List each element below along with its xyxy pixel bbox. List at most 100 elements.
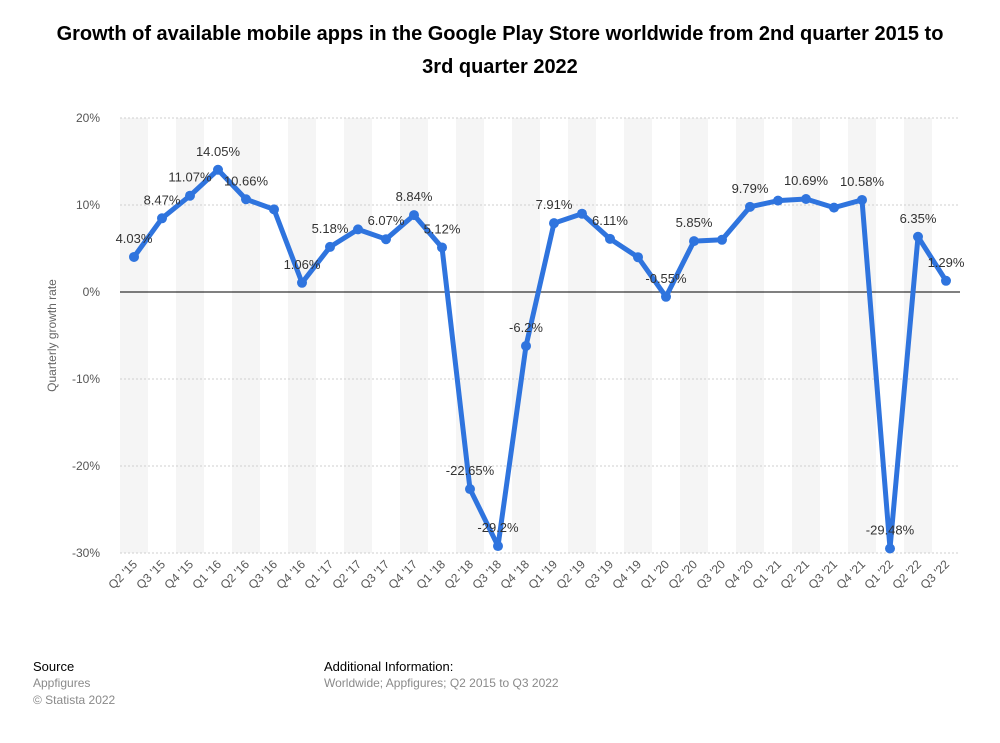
data-label: -22.65%	[446, 463, 495, 478]
data-label: 1.06%	[284, 257, 321, 272]
data-label: 10.69%	[784, 173, 829, 188]
x-tick-label: Q1 '21	[749, 557, 784, 592]
x-tick-label: Q3 '15	[133, 557, 168, 592]
x-tick-label: Q2 '16	[217, 557, 252, 592]
data-point[interactable]	[353, 224, 363, 235]
x-tick-label: Q4 '20	[721, 557, 756, 592]
data-label: 7.91%	[536, 197, 573, 212]
x-tick-label: Q4 '18	[497, 557, 532, 592]
column-band	[624, 118, 652, 553]
column-band	[344, 118, 372, 553]
data-point[interactable]	[577, 208, 587, 219]
data-point[interactable]	[465, 484, 475, 495]
x-tick-label: Q2 '22	[889, 557, 924, 592]
data-label: 6.11%	[592, 213, 628, 228]
x-tick-label: Q3 '20	[693, 557, 728, 592]
data-label: 14.05%	[196, 144, 241, 159]
data-point[interactable]	[885, 543, 895, 554]
x-tick-label: Q4 '17	[385, 557, 420, 592]
data-point[interactable]	[605, 233, 615, 244]
x-tick-label: Q1 '22	[861, 557, 896, 592]
data-point[interactable]	[381, 234, 391, 245]
data-point[interactable]	[689, 236, 699, 247]
data-point[interactable]	[297, 277, 307, 288]
data-label: 10.66%	[224, 173, 269, 188]
data-point[interactable]	[185, 190, 195, 201]
x-tick-label: Q1 '20	[637, 557, 672, 592]
chart-title: Growth of available mobile apps in the G…	[56, 23, 944, 78]
data-point[interactable]	[409, 210, 419, 221]
data-point[interactable]	[801, 193, 811, 204]
data-label: 1.29%	[928, 255, 965, 270]
data-point[interactable]	[857, 194, 867, 205]
column-band	[120, 118, 148, 553]
x-tick-label: Q2 '19	[553, 557, 588, 592]
data-label: 9.79%	[732, 181, 769, 196]
data-label: 8.47%	[144, 192, 181, 207]
data-label: -0.55%	[645, 271, 687, 286]
data-label: 10.58%	[840, 174, 885, 189]
x-tick-label: Q1 '19	[525, 557, 560, 592]
data-point[interactable]	[829, 202, 839, 213]
x-tick-label: Q2 '15	[105, 557, 140, 592]
x-tick-label: Q3 '22	[917, 557, 952, 592]
data-labels: 4.03% 8.47% 11.07% 14.05% 10.66% 1.06% 5.18% 6.…	[116, 144, 965, 538]
data-label: -29.2%	[477, 520, 519, 535]
data-label: 4.03%	[116, 231, 153, 246]
data-point[interactable]	[549, 218, 559, 229]
x-tick-label: Q2 '21	[777, 557, 812, 592]
data-point[interactable]	[717, 234, 727, 245]
data-point[interactable]	[941, 275, 951, 286]
data-point[interactable]	[213, 164, 223, 175]
column-band	[288, 118, 316, 553]
x-tick-label: Q2 '17	[329, 557, 364, 592]
source-name: Appfigures	[33, 676, 91, 690]
data-point[interactable]	[633, 252, 643, 263]
column-band	[736, 118, 764, 553]
data-label: 5.85%	[676, 215, 713, 230]
column-band	[176, 118, 204, 553]
data-label: -29.48%	[866, 522, 915, 537]
y-tick-label: 20%	[76, 111, 100, 125]
column-bands	[120, 118, 932, 553]
source-label: Source	[33, 659, 75, 674]
data-label: 6.07%	[368, 213, 405, 228]
data-point[interactable]	[521, 340, 531, 351]
data-point[interactable]	[269, 204, 279, 215]
data-label: 8.84%	[396, 189, 433, 204]
x-tick-label: Q3 '18	[469, 557, 504, 592]
data-label: 11.07%	[168, 170, 212, 185]
data-point[interactable]	[157, 213, 167, 224]
data-point[interactable]	[129, 251, 139, 262]
x-tick-label: Q1 '16	[189, 557, 224, 592]
y-tick-label: 10%	[76, 198, 100, 212]
y-tick-label: -30%	[72, 546, 100, 560]
column-band	[792, 118, 820, 553]
x-tick-label: Q3 '17	[357, 557, 392, 592]
x-tick-label: Q4 '21	[833, 557, 868, 592]
data-point[interactable]	[913, 231, 923, 242]
data-point[interactable]	[241, 194, 251, 205]
data-point[interactable]	[325, 241, 335, 252]
data-point[interactable]	[661, 291, 671, 302]
copyright: © Statista 2022	[33, 693, 116, 707]
x-tick-label: Q2 '18	[441, 557, 476, 592]
column-band	[680, 118, 708, 553]
column-band	[400, 118, 428, 553]
data-label: 5.12%	[424, 221, 461, 236]
data-point[interactable]	[773, 195, 783, 206]
data-label: 5.18%	[312, 221, 349, 236]
data-point[interactable]	[493, 541, 503, 552]
y-tick-labels: 20% 10% 0% -10% -20% -30%	[72, 111, 100, 560]
x-tick-label: Q3 '19	[581, 557, 616, 592]
additional-info-text: Worldwide; Appfigures; Q2 2015 to Q3 202…	[324, 676, 559, 690]
x-tick-label: Q3 '21	[805, 557, 840, 592]
data-point[interactable]	[437, 242, 447, 253]
additional-info-label: Additional Information:	[324, 659, 454, 674]
data-point[interactable]	[745, 201, 755, 212]
x-tick-label: Q4 '19	[609, 557, 644, 592]
x-tick-label: Q4 '15	[161, 557, 196, 592]
y-tick-label: -20%	[72, 459, 100, 473]
